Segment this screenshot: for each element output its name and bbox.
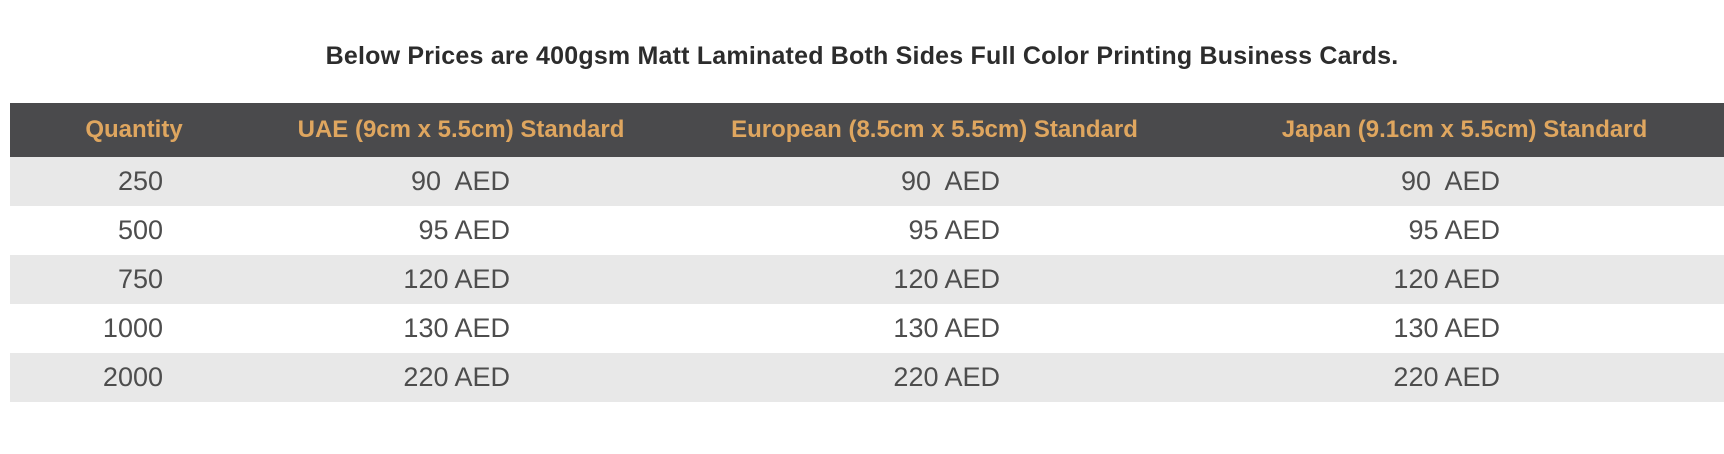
pricing-table: Quantity UAE (9cm x 5.5cm) Standard Euro…	[10, 103, 1724, 402]
page-title: Below Prices are 400gsm Matt Laminated B…	[325, 42, 1399, 70]
column-header-quantity: Quantity	[10, 103, 258, 157]
japan-price-cell: 220 AED	[1393, 362, 1500, 392]
table-row: 1000 130 AED 130 AED 130 AED	[10, 304, 1724, 353]
european-price-cell: 220 AED	[893, 362, 1000, 392]
uae-price-cell: 220 AED	[403, 362, 510, 392]
japan-price-cell: 95 AED	[1408, 215, 1500, 245]
uae-price-cell: 90 AED	[410, 166, 510, 196]
quantity-cell: 2000	[102, 362, 163, 392]
table-body: 250 90 AED 90 AED 90 AED 500 95 AED 95 A…	[10, 157, 1724, 402]
japan-price-cell: 120 AED	[1393, 264, 1500, 294]
european-price-cell: 130 AED	[893, 313, 1000, 343]
quantity-cell: 750	[117, 264, 163, 294]
uae-price-cell: 130 AED	[403, 313, 510, 343]
column-header-uae: UAE (9cm x 5.5cm) Standard	[258, 103, 664, 157]
table-row: 500 95 AED 95 AED 95 AED	[10, 206, 1724, 255]
table-header: Quantity UAE (9cm x 5.5cm) Standard Euro…	[10, 103, 1724, 157]
uae-price-cell: 95 AED	[418, 215, 510, 245]
table-row: 2000 220 AED 220 AED 220 AED	[10, 353, 1724, 402]
quantity-cell: 500	[117, 215, 163, 245]
table-row: 750 120 AED 120 AED 120 AED	[10, 255, 1724, 304]
european-price-cell: 95 AED	[908, 215, 1000, 245]
japan-price-cell: 130 AED	[1393, 313, 1500, 343]
european-price-cell: 120 AED	[893, 264, 1000, 294]
quantity-cell: 250	[117, 166, 163, 196]
uae-price-cell: 120 AED	[403, 264, 510, 294]
column-header-japan: Japan (9.1cm x 5.5cm) Standard	[1205, 103, 1724, 157]
japan-price-cell: 90 AED	[1400, 166, 1500, 196]
quantity-cell: 1000	[102, 313, 163, 343]
column-header-european: European (8.5cm x 5.5cm) Standard	[664, 103, 1205, 157]
european-price-cell: 90 AED	[900, 166, 1000, 196]
table-row: 250 90 AED 90 AED 90 AED	[10, 157, 1724, 206]
table-header-row: Quantity UAE (9cm x 5.5cm) Standard Euro…	[10, 103, 1724, 157]
